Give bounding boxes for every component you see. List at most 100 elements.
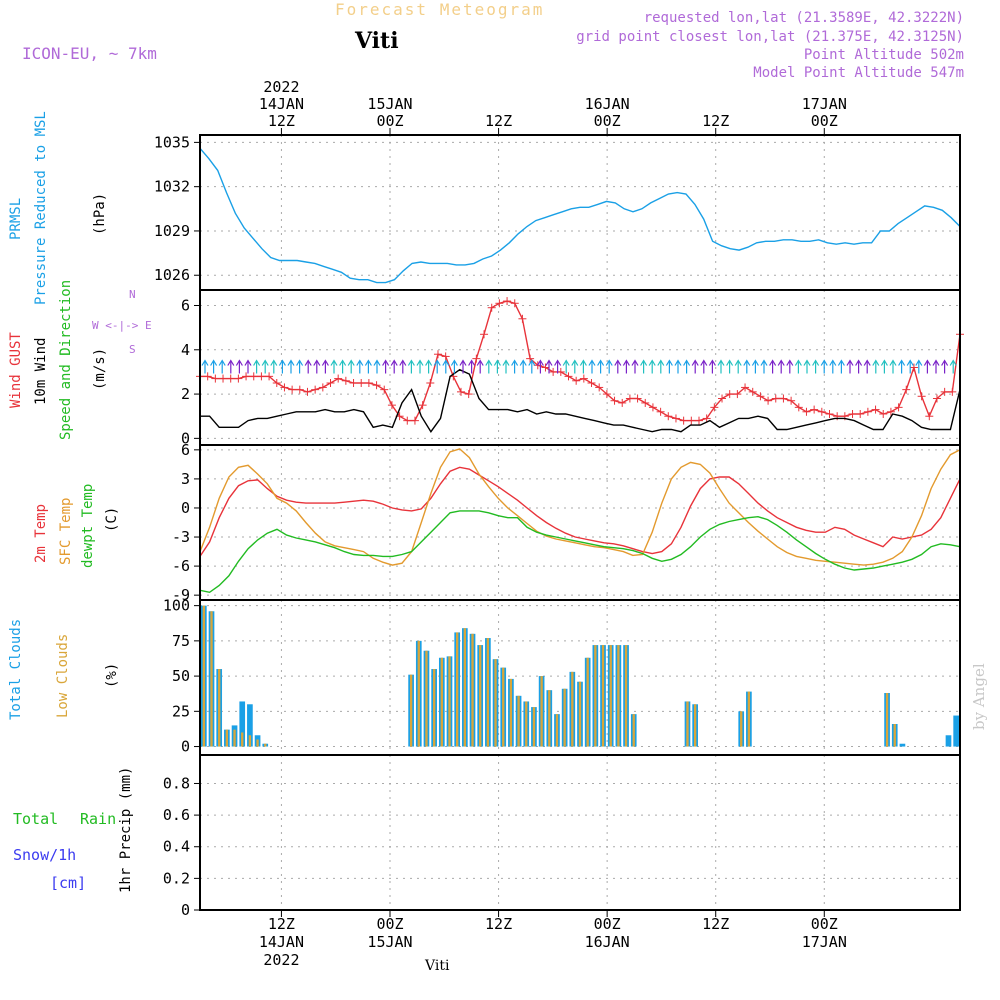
cloud-low-bar bbox=[885, 693, 889, 747]
wind-direction-arrowhead bbox=[812, 359, 820, 366]
wind-direction-arrowhead bbox=[717, 359, 725, 366]
cloud-low-bar bbox=[548, 690, 551, 747]
wind-direction-arrowhead bbox=[493, 359, 501, 366]
cloud-low-bar bbox=[740, 711, 743, 747]
top-tick-date: 15JAN bbox=[367, 95, 412, 113]
cloud-low-bar bbox=[248, 735, 252, 747]
wind-direction-arrowhead bbox=[347, 359, 355, 366]
y-tick-label: 0.8 bbox=[163, 774, 190, 792]
y-tick-label: -9 bbox=[172, 586, 190, 604]
wind-direction-arrowhead bbox=[201, 359, 209, 366]
wind-direction-arrowhead bbox=[373, 359, 381, 366]
cloud-low-bar bbox=[463, 628, 466, 747]
label-total: Total bbox=[13, 810, 59, 828]
cloud-low-bar bbox=[479, 645, 482, 747]
wind-direction-arrowhead bbox=[399, 359, 407, 366]
wind-direction-arrowhead bbox=[218, 359, 226, 366]
y-tick-label: 1026 bbox=[154, 266, 190, 284]
wind-direction-arrowhead bbox=[287, 359, 295, 366]
label-low-clouds: Low Clouds bbox=[55, 633, 71, 718]
label-percent: (%) bbox=[104, 662, 120, 688]
cloud-low-bar bbox=[456, 632, 459, 747]
label-snow: Snow/1h bbox=[13, 846, 77, 864]
cloud-low-bar bbox=[448, 656, 451, 747]
y-tick-label: 50 bbox=[172, 667, 190, 685]
cloud-low-bar bbox=[425, 650, 428, 747]
series-sfc-temp bbox=[199, 448, 961, 566]
wind-direction-arrowhead bbox=[407, 359, 415, 366]
series-2m-temp bbox=[199, 466, 961, 557]
wind-direction-arrowhead bbox=[304, 359, 312, 366]
wind-direction-arrowhead bbox=[579, 359, 587, 366]
wind-direction-arrowhead bbox=[476, 359, 484, 366]
series-wind-gust bbox=[200, 300, 961, 422]
cloud-total-bar bbox=[953, 715, 959, 747]
bottom-tick-date: 14JAN bbox=[259, 933, 304, 951]
y-tick-label: 1029 bbox=[154, 222, 190, 240]
y-tick-label: 75 bbox=[172, 632, 190, 650]
wind-direction-arrowhead bbox=[674, 359, 682, 366]
footer-location: Viti bbox=[425, 958, 450, 974]
top-tick-date: 16JAN bbox=[585, 95, 630, 113]
top-tick-hour: 00Z bbox=[376, 112, 403, 130]
wind-direction-arrowhead bbox=[261, 359, 269, 366]
wind-direction-arrowhead bbox=[803, 359, 811, 366]
label-pressure-msl: Pressure Reduced to MSL bbox=[33, 111, 49, 305]
wind-direction-arrowhead bbox=[889, 359, 897, 366]
cloud-low-bar bbox=[617, 645, 620, 747]
panel-frame-pressure bbox=[199, 134, 961, 291]
top-tick-hour: 00Z bbox=[811, 112, 838, 130]
panel-frame-precip bbox=[199, 754, 961, 911]
point-altitude: Point Altitude 502m bbox=[803, 47, 964, 63]
wind-direction-arrowhead bbox=[898, 359, 906, 366]
series-dewpt-temp bbox=[199, 510, 961, 594]
wind-direction-arrowhead bbox=[648, 359, 656, 366]
watermark: by Angel bbox=[970, 663, 988, 730]
wind-direction-arrowhead bbox=[820, 359, 828, 366]
wind-direction-arrowhead bbox=[588, 359, 596, 366]
y-tick-label: 1035 bbox=[154, 133, 190, 151]
wind-direction-arrowhead bbox=[863, 359, 871, 366]
cloud-low-bar bbox=[202, 605, 205, 747]
top-tick-date: 17JAN bbox=[802, 95, 847, 113]
y-tick-label: 3 bbox=[181, 470, 190, 488]
wind-direction-arrowhead bbox=[915, 359, 923, 366]
cloud-low-bar bbox=[686, 701, 689, 747]
wind-direction-arrowhead bbox=[708, 359, 716, 366]
wind-direction-arrowhead bbox=[450, 359, 458, 366]
cloud-low-bar bbox=[471, 633, 474, 747]
top-tick-year: 2022 bbox=[263, 78, 299, 96]
wind-direction-arrowhead bbox=[941, 359, 949, 366]
y-tick-label: 4 bbox=[181, 341, 190, 359]
wind-direction-arrowhead bbox=[554, 359, 562, 366]
wind-direction-arrowhead bbox=[726, 359, 734, 366]
cloud-low-bar bbox=[893, 724, 896, 747]
cloud-low-bar bbox=[563, 688, 566, 747]
panel-frame-temp bbox=[199, 444, 961, 601]
y-tick-label: 100 bbox=[163, 597, 190, 615]
wind-direction-arrowhead bbox=[278, 359, 286, 366]
compass-north: N bbox=[129, 288, 136, 301]
y-tick-label: 0.2 bbox=[163, 869, 190, 887]
cloud-low-bar bbox=[601, 645, 605, 747]
cloud-low-bar bbox=[609, 645, 612, 747]
cloud-low-bar bbox=[432, 669, 436, 747]
wind-direction-arrowhead bbox=[777, 359, 785, 366]
cloud-low-bar bbox=[525, 701, 528, 747]
wind-direction-arrowhead bbox=[846, 359, 854, 366]
label-celsius: (C) bbox=[104, 506, 120, 532]
wind-direction-arrowhead bbox=[691, 359, 699, 366]
cloud-low-bar bbox=[540, 676, 543, 747]
cloud-low-bar bbox=[440, 657, 443, 747]
wind-direction-arrowhead bbox=[253, 359, 261, 366]
wind-direction-arrowhead bbox=[442, 359, 450, 366]
wind-direction-arrowhead bbox=[227, 359, 235, 366]
cloud-low-bar bbox=[632, 714, 635, 747]
wind-direction-arrowhead bbox=[855, 359, 863, 366]
wind-direction-arrowhead bbox=[786, 359, 794, 366]
y-tick-label: -3 bbox=[172, 528, 190, 546]
wind-direction-arrowhead bbox=[416, 359, 424, 366]
label-wind-gust: Wind GUST bbox=[8, 332, 24, 408]
cloud-low-bar bbox=[624, 645, 628, 747]
cloud-low-bar bbox=[571, 671, 574, 747]
